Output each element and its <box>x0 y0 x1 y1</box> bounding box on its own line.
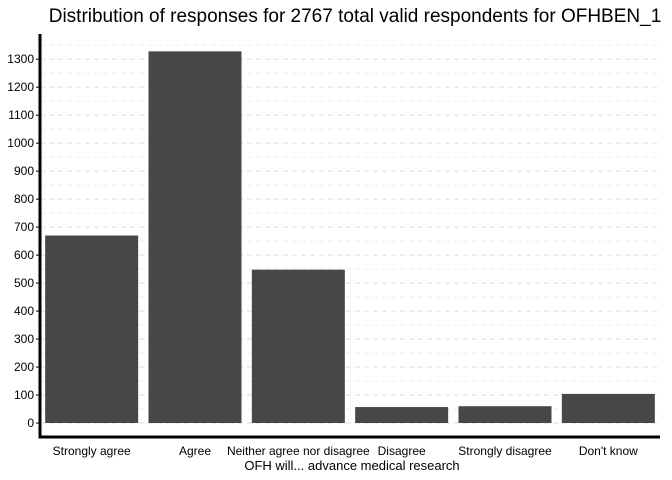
y-tick-label: 0 <box>27 416 34 430</box>
bar <box>458 406 552 424</box>
y-tick-label: 100 <box>14 388 34 402</box>
y-tick-label: 500 <box>14 276 34 290</box>
y-tick-label: 900 <box>14 164 34 178</box>
bar <box>148 51 242 424</box>
y-tick-label: 400 <box>14 304 34 318</box>
bar <box>251 269 345 424</box>
y-tick-label: 600 <box>14 248 34 262</box>
x-tick-label: Disagree <box>378 444 426 458</box>
y-tick-label: 1200 <box>7 80 34 94</box>
x-tick-label: Don't know <box>579 444 638 458</box>
y-tick-label: 1300 <box>7 52 34 66</box>
y-tick-label: 1000 <box>7 136 34 150</box>
y-tick-label: 1100 <box>8 108 34 122</box>
x-tick-label: Strongly disagree <box>458 444 552 458</box>
x-tick-label: Neither agree nor disagree <box>227 444 370 458</box>
y-tick-label: 800 <box>14 192 34 206</box>
bars <box>45 51 655 424</box>
bar <box>45 235 139 424</box>
chart-title: Distribution of responses for 2767 total… <box>49 6 662 27</box>
y-tick-label: 300 <box>14 332 34 346</box>
bar <box>561 393 655 424</box>
x-axis-labels: Strongly agree Agree Neither agree nor dis… <box>53 444 639 458</box>
y-axis-ticks: 0 100 200 300 400 500 600 700 800 900 1000 1100 1200… <box>7 52 40 430</box>
y-tick-label: 200 <box>14 360 34 374</box>
bar <box>355 407 449 424</box>
x-tick-label: Agree <box>179 444 211 458</box>
gridlines <box>40 44 660 424</box>
y-tick-label: 700 <box>14 220 34 234</box>
x-tick-label: Strongly agree <box>53 444 131 458</box>
x-axis-title: OFH will... advance medical research <box>244 458 459 473</box>
